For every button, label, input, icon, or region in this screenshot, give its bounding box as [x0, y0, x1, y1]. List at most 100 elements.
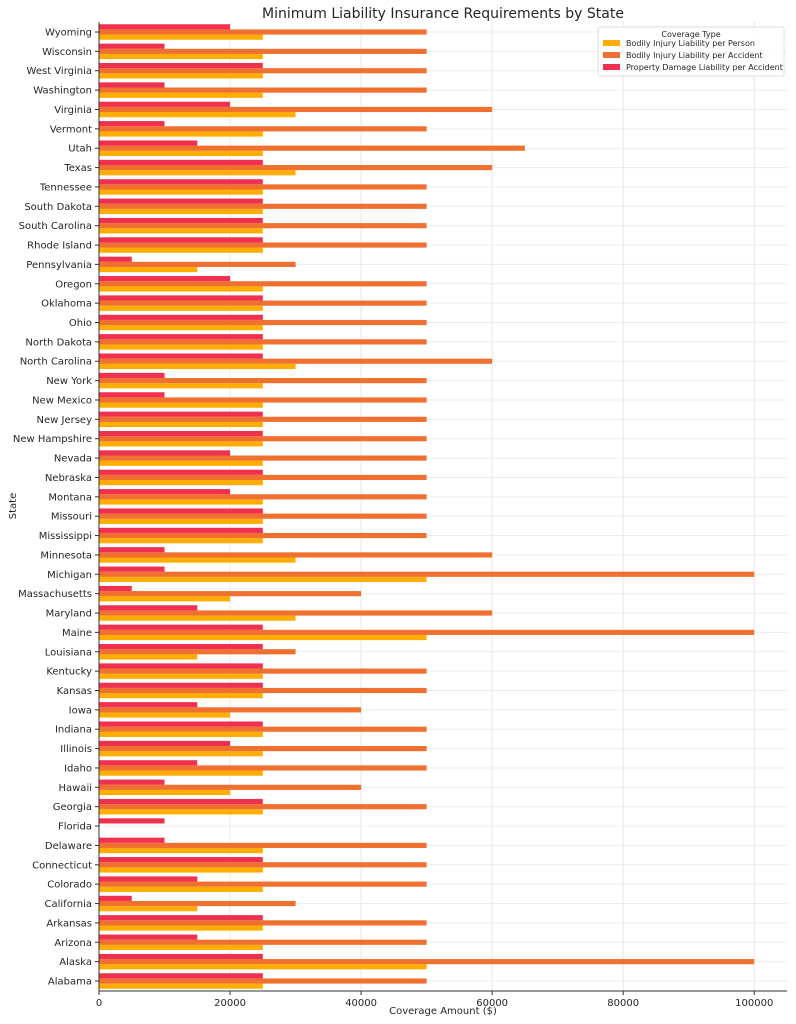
- y-tick-label: Indiana: [55, 725, 92, 736]
- x-axis-ticks: 0 20000 40000 60000 80000 100000: [96, 991, 773, 1009]
- bar: [99, 106, 493, 113]
- bar: [99, 305, 263, 311]
- bar: [99, 68, 427, 74]
- bar: [99, 862, 427, 868]
- bar: [99, 82, 165, 88]
- bar: [99, 494, 427, 500]
- bar: [99, 746, 427, 752]
- legend-label: Bodily Injury Liability per Accident: [626, 51, 763, 60]
- bar: [99, 62, 263, 69]
- bar: [99, 731, 263, 737]
- bar: [99, 721, 263, 727]
- x-tick-label: 100000: [735, 998, 773, 1009]
- bar: [99, 920, 427, 926]
- bar: [99, 140, 198, 146]
- bar: [99, 629, 755, 635]
- bar: [99, 663, 263, 669]
- y-tick-label: Ohio: [69, 318, 92, 329]
- bar: [99, 939, 427, 945]
- bar: [99, 953, 263, 960]
- bar: [99, 649, 296, 655]
- bar: [99, 237, 263, 243]
- bar: [99, 925, 263, 931]
- bar: [99, 314, 263, 320]
- bar: [99, 513, 427, 519]
- bar: [99, 532, 427, 539]
- bar: [99, 34, 263, 40]
- y-tick-label: Alaska: [59, 957, 92, 968]
- bar: [99, 499, 263, 505]
- bar: [99, 455, 427, 461]
- y-tick-label: Florida: [58, 822, 92, 833]
- y-tick-label: Minnesota: [40, 550, 92, 561]
- bar: [99, 978, 427, 984]
- y-tick-label: New Mexico: [32, 395, 92, 406]
- bar: [99, 150, 263, 156]
- bar: [99, 881, 427, 887]
- y-tick-label: Mississippi: [39, 531, 92, 542]
- bar: [99, 281, 427, 287]
- bar: [99, 857, 263, 863]
- bar: [99, 474, 427, 481]
- bar: [99, 712, 231, 718]
- y-tick-label: Rhode Island: [27, 241, 92, 252]
- bar: [99, 964, 427, 970]
- y-tick-label: North Carolina: [20, 357, 92, 368]
- bar: [99, 411, 263, 417]
- bar: [99, 189, 263, 195]
- bar: [99, 460, 263, 466]
- y-tick-label: Virginia: [54, 105, 92, 116]
- bar: [99, 915, 263, 921]
- y-tick-label: New Jersey: [37, 415, 93, 426]
- y-axis-label: State: [8, 493, 19, 519]
- bar: [99, 242, 427, 248]
- bar: [99, 959, 755, 965]
- bar: [99, 770, 263, 776]
- y-tick-label: Colorado: [47, 880, 92, 891]
- bar: [99, 436, 427, 442]
- y-tick-label: West Virginia: [27, 66, 92, 77]
- bar: [99, 87, 427, 93]
- bar: [99, 164, 493, 171]
- bar: [99, 170, 296, 176]
- bar: [99, 906, 198, 912]
- y-tick-label: Vermont: [50, 124, 92, 135]
- bar: [99, 29, 427, 35]
- y-tick-label: Washington: [33, 86, 92, 97]
- y-tick-label: Montana: [48, 492, 92, 503]
- y-tick-label: Alabama: [48, 977, 92, 988]
- bar: [99, 325, 263, 331]
- legend-title: Coverage Type: [661, 30, 720, 39]
- y-tick-label: Georgia: [53, 802, 92, 813]
- bar: [99, 276, 231, 282]
- y-tick-label: Illinois: [60, 744, 92, 755]
- bar: [99, 363, 296, 369]
- bar: [99, 668, 427, 674]
- bar: [99, 208, 263, 215]
- bar: [99, 842, 427, 849]
- bar: [99, 358, 493, 364]
- y-tick-label: Pennsylvania: [26, 260, 92, 271]
- bar: [99, 469, 263, 475]
- bar: [99, 804, 427, 810]
- bar: [99, 24, 231, 30]
- bar: [99, 886, 263, 892]
- bar: [99, 450, 231, 456]
- legend-label: Bodily Injury Liability per Person: [626, 39, 755, 48]
- y-tick-label: North Dakota: [25, 337, 92, 348]
- bar: [99, 944, 263, 951]
- bar: [99, 300, 427, 306]
- bar: [99, 383, 263, 389]
- bar: [99, 392, 165, 398]
- y-tick-label: Maine: [62, 628, 92, 639]
- bar: [99, 43, 165, 49]
- bar: [99, 934, 198, 940]
- y-tick-label: Oregon: [55, 279, 92, 290]
- bar: [99, 372, 165, 379]
- bar: [99, 576, 427, 583]
- y-axis-ticks: Alabama Alaska Arizona Arkansas California Co…: [13, 28, 99, 988]
- bar: [99, 402, 263, 408]
- y-tick-label: Louisiana: [45, 647, 92, 658]
- bar: [99, 101, 231, 107]
